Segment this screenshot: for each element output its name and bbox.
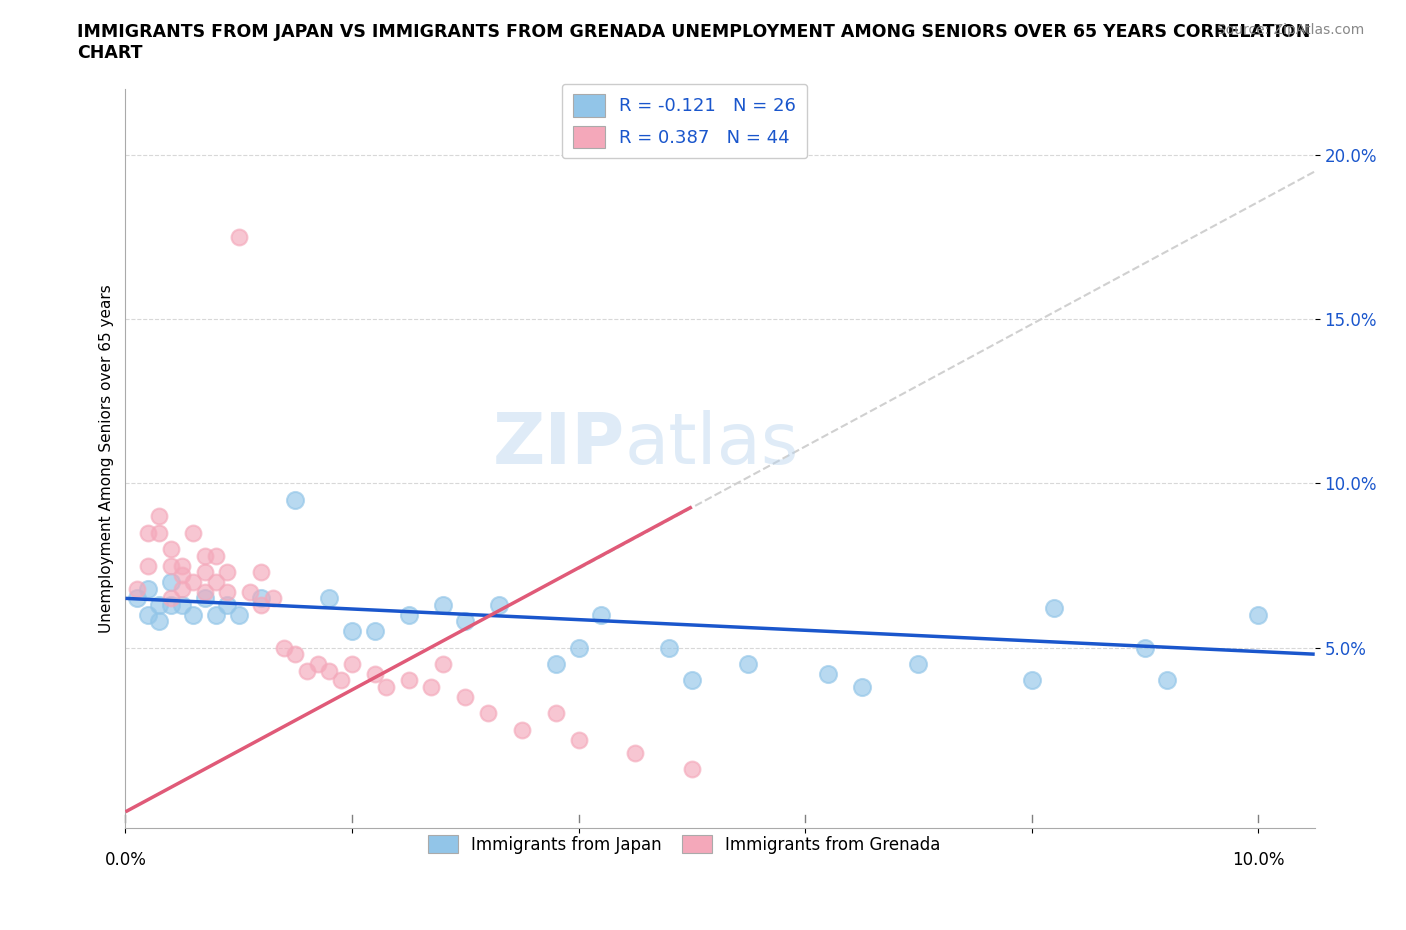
- Point: [136, 581, 159, 596]
- Point: [125, 581, 148, 596]
- Point: [567, 732, 589, 747]
- Point: [159, 575, 181, 590]
- Point: [148, 525, 170, 540]
- Point: [432, 597, 454, 612]
- Point: [148, 614, 170, 629]
- Point: [1247, 607, 1270, 622]
- Legend: Immigrants from Japan, Immigrants from Grenada: Immigrants from Japan, Immigrants from G…: [422, 829, 948, 860]
- Point: [136, 607, 159, 622]
- Text: atlas: atlas: [624, 409, 800, 479]
- Point: [544, 657, 567, 671]
- Point: [817, 667, 839, 682]
- Point: [239, 584, 262, 599]
- Point: [172, 581, 194, 596]
- Point: [737, 657, 759, 671]
- Point: [183, 575, 205, 590]
- Point: [681, 762, 703, 777]
- Point: [567, 640, 589, 655]
- Point: [318, 591, 340, 605]
- Point: [363, 667, 385, 682]
- Point: [183, 525, 205, 540]
- Point: [136, 558, 159, 573]
- Point: [432, 657, 454, 671]
- Point: [125, 591, 148, 605]
- Point: [398, 673, 420, 688]
- Point: [1021, 673, 1043, 688]
- Point: [250, 591, 273, 605]
- Point: [194, 591, 217, 605]
- Point: [262, 591, 284, 605]
- Point: [159, 541, 181, 556]
- Point: [658, 640, 681, 655]
- Point: [340, 624, 363, 639]
- Point: [398, 607, 420, 622]
- Point: [318, 663, 340, 678]
- Point: [1156, 673, 1178, 688]
- Point: [250, 565, 273, 579]
- Point: [284, 646, 307, 661]
- Point: [375, 680, 398, 695]
- Point: [136, 525, 159, 540]
- Point: [329, 673, 352, 688]
- Point: [510, 723, 533, 737]
- Point: [454, 614, 477, 629]
- Point: [183, 607, 205, 622]
- Point: [217, 584, 239, 599]
- Point: [477, 706, 499, 721]
- Point: [907, 657, 929, 671]
- Point: [454, 689, 477, 704]
- Point: [284, 492, 307, 507]
- Point: [194, 565, 217, 579]
- Point: [205, 549, 228, 564]
- Point: [295, 663, 318, 678]
- Point: [624, 745, 647, 760]
- Point: [217, 597, 239, 612]
- Point: [591, 607, 613, 622]
- Point: [250, 597, 273, 612]
- Point: [488, 597, 510, 612]
- Point: [172, 558, 194, 573]
- Point: [159, 597, 181, 612]
- Point: [681, 673, 703, 688]
- Text: 10.0%: 10.0%: [1232, 851, 1284, 870]
- Point: [148, 597, 170, 612]
- Point: [172, 597, 194, 612]
- Point: [544, 706, 567, 721]
- Point: [194, 549, 217, 564]
- Point: [205, 575, 228, 590]
- Point: [148, 509, 170, 524]
- Text: ZIP: ZIP: [492, 409, 624, 479]
- Point: [205, 607, 228, 622]
- Point: [228, 230, 250, 245]
- Text: IMMIGRANTS FROM JAPAN VS IMMIGRANTS FROM GRENADA UNEMPLOYMENT AMONG SENIORS OVER: IMMIGRANTS FROM JAPAN VS IMMIGRANTS FROM…: [77, 23, 1310, 62]
- Point: [307, 657, 329, 671]
- Text: 0.0%: 0.0%: [104, 851, 146, 870]
- Y-axis label: Unemployment Among Seniors over 65 years: Unemployment Among Seniors over 65 years: [100, 285, 114, 633]
- Point: [273, 640, 295, 655]
- Point: [851, 680, 873, 695]
- Point: [1133, 640, 1156, 655]
- Point: [217, 565, 239, 579]
- Point: [340, 657, 363, 671]
- Point: [194, 584, 217, 599]
- Point: [172, 568, 194, 583]
- Point: [159, 591, 181, 605]
- Text: Source: ZipAtlas.com: Source: ZipAtlas.com: [1216, 23, 1364, 37]
- Point: [1043, 601, 1066, 616]
- Point: [228, 607, 250, 622]
- Point: [420, 680, 443, 695]
- Point: [363, 624, 385, 639]
- Point: [159, 558, 181, 573]
